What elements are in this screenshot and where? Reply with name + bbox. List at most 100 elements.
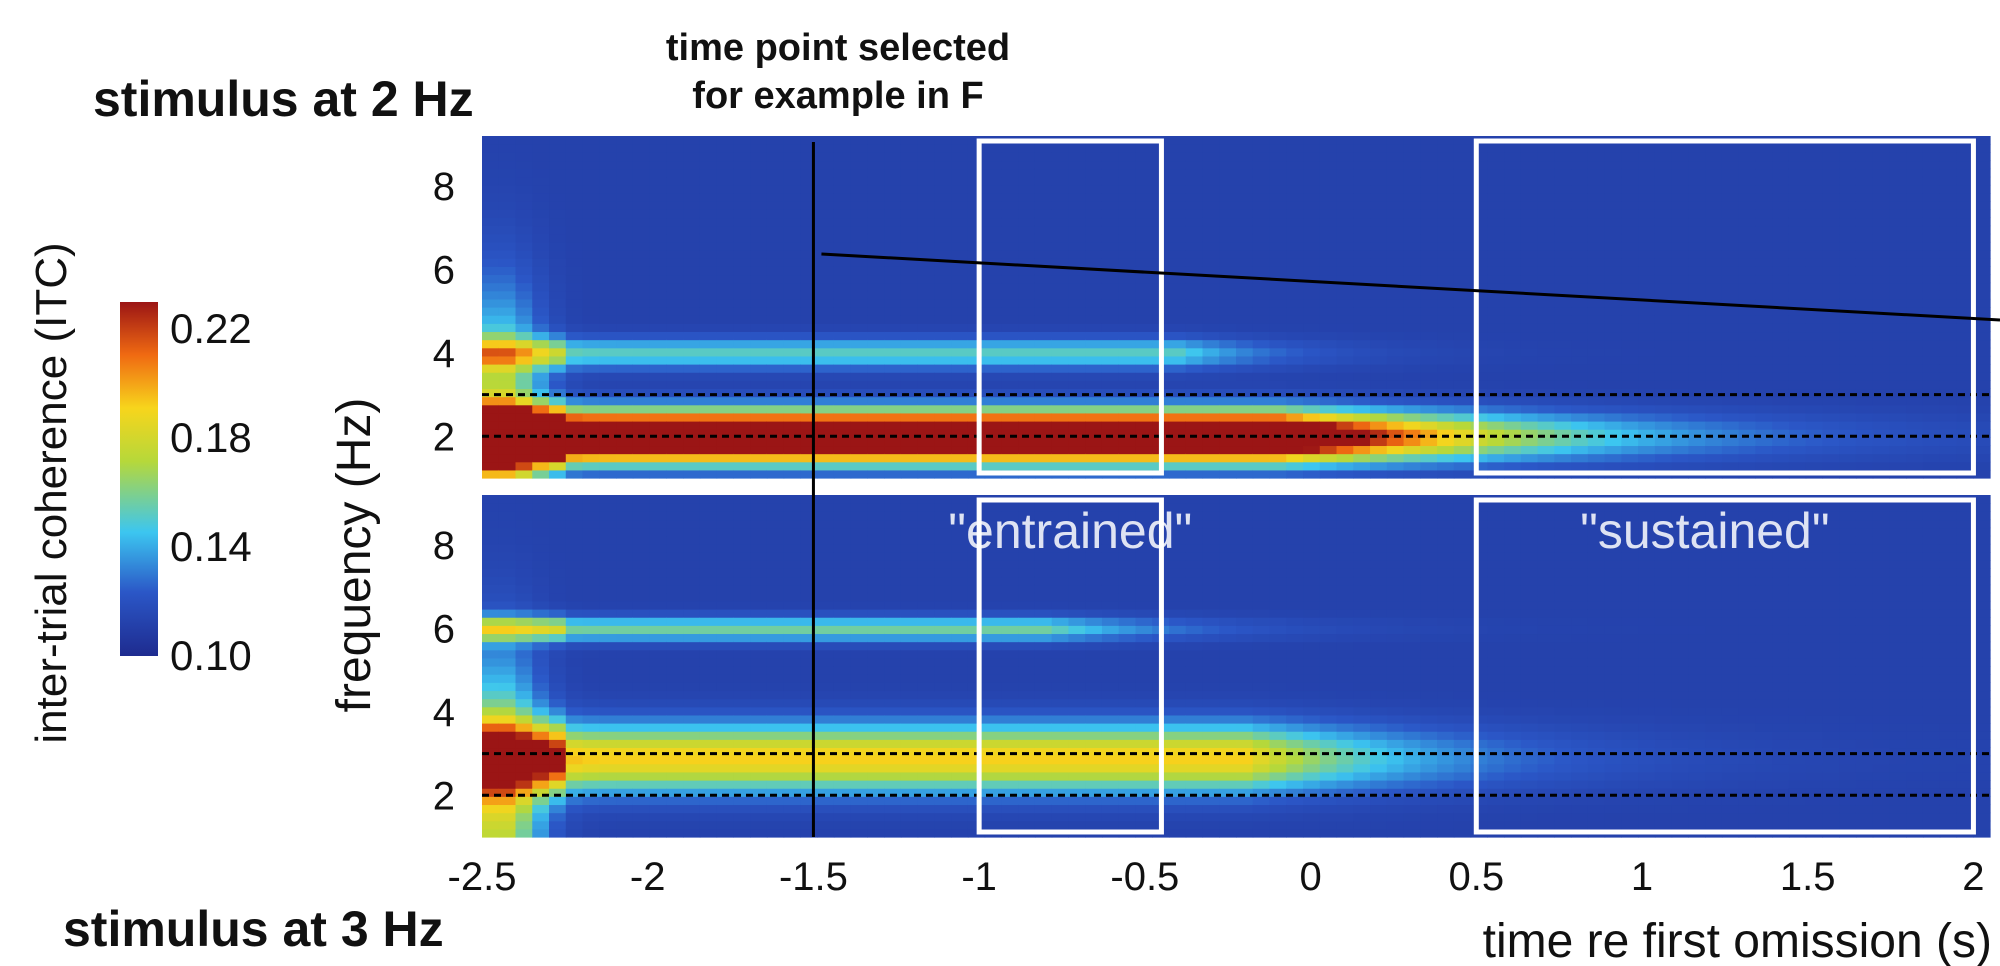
heatmap-cell — [934, 584, 952, 594]
colorbar — [120, 302, 158, 656]
heatmap-cell — [498, 796, 517, 806]
heatmap-cell — [666, 584, 684, 594]
heatmap-cell — [1420, 445, 1438, 455]
heatmap-cell — [582, 804, 600, 814]
heatmap-cell — [632, 747, 651, 757]
heatmap-cell — [1236, 282, 1254, 292]
heatmap-cell — [1336, 315, 1354, 324]
heatmap-cell — [1805, 274, 1824, 284]
heatmap-cell — [565, 503, 584, 512]
heatmap-cell — [1922, 209, 1941, 219]
heatmap-cell — [833, 641, 852, 651]
heatmap-cell — [1370, 274, 1388, 284]
heatmap-cell — [1571, 380, 1589, 390]
heatmap-cell — [951, 209, 969, 219]
heatmap-cell — [1202, 184, 1220, 194]
heatmap-cell — [1755, 209, 1773, 219]
heatmap-cell — [1336, 331, 1354, 341]
heatmap-cell — [1286, 469, 1304, 479]
heatmap-cell — [1303, 453, 1321, 463]
heatmap-cell — [616, 274, 634, 284]
heatmap-cell — [1001, 184, 1019, 194]
heatmap-cell — [1353, 437, 1371, 447]
heatmap-cell — [1788, 160, 1807, 170]
heatmap-cell — [766, 282, 785, 292]
heatmap-cell — [1252, 323, 1271, 333]
heatmap-cell — [1571, 209, 1589, 219]
heatmap-cell — [498, 217, 517, 227]
heatmap-cell — [1370, 331, 1388, 341]
heatmap-cell — [850, 315, 868, 324]
heatmap-cell — [1520, 209, 1539, 219]
heatmap-cell — [565, 168, 584, 178]
heatmap-cell — [1185, 429, 1204, 438]
heatmap-cell — [649, 429, 667, 438]
heatmap-cell — [917, 584, 935, 594]
heatmap-cell — [1135, 404, 1153, 414]
heatmap-cell — [833, 584, 852, 594]
heatmap-cell — [1705, 323, 1723, 333]
heatmap-cell — [1453, 233, 1472, 243]
heatmap-cell — [766, 209, 785, 219]
heatmap-cell — [716, 421, 734, 430]
heatmap-cell — [850, 193, 868, 202]
heatmap-cell — [1303, 421, 1321, 430]
heatmap-cell — [783, 445, 801, 455]
heatmap-cell — [515, 404, 533, 414]
heatmap-cell — [498, 241, 517, 251]
heatmap-cell — [1420, 160, 1438, 170]
heatmap-cell — [850, 274, 868, 284]
heatmap-cell — [1872, 201, 1891, 210]
heatmap-cell — [984, 347, 1003, 357]
heatmap-cell — [1286, 364, 1304, 373]
heatmap-cell — [1386, 445, 1405, 455]
heatmap-cell — [1252, 225, 1271, 235]
heatmap-cell — [716, 152, 734, 162]
heatmap-cell — [498, 633, 517, 643]
heatmap-cell — [1956, 250, 1974, 259]
heatmap-cell — [1236, 429, 1254, 438]
heatmap-cell — [616, 201, 634, 210]
heatmap-cell — [1788, 429, 1807, 438]
heatmap-cell — [549, 331, 567, 341]
heatmap-cell — [683, 657, 701, 667]
heatmap-cell — [532, 780, 550, 789]
heatmap-cell — [733, 437, 751, 447]
heatmap-cell — [1185, 225, 1204, 235]
heatmap-cell — [532, 323, 550, 333]
heatmap-cell — [1068, 258, 1086, 267]
heatmap-cell — [1403, 396, 1421, 406]
heatmap-cell — [850, 739, 868, 749]
heatmap-cell — [532, 592, 550, 602]
heatmap-cell — [1755, 160, 1773, 170]
heatmap-cell — [482, 323, 500, 333]
heatmap-cell — [1018, 168, 1036, 178]
heatmap-cell — [1403, 412, 1421, 422]
heatmap-cell — [1855, 144, 1874, 153]
heatmap-cell — [1370, 250, 1388, 259]
heatmap-cell — [1788, 274, 1807, 284]
heatmap-cell — [1504, 152, 1522, 162]
heatmap-cell — [1034, 184, 1053, 194]
heatmap-cell — [967, 184, 986, 194]
heatmap-cell — [1219, 184, 1237, 194]
heatmap-cell — [1018, 225, 1036, 235]
heatmap-cell — [1219, 201, 1237, 210]
heatmap-cell — [616, 584, 634, 594]
heatmap-cell — [1805, 396, 1824, 406]
heatmap-cell — [1269, 355, 1287, 365]
heatmap-cell — [649, 347, 667, 357]
heatmap-cell — [800, 225, 818, 235]
heatmap-cell — [1906, 445, 1924, 455]
heatmap-cell — [498, 584, 517, 594]
heatmap-cell — [716, 323, 734, 333]
heatmap-cell — [1353, 315, 1371, 324]
heatmap-cell — [632, 176, 651, 186]
heatmap-cell — [582, 592, 600, 602]
heatmap-cell — [984, 168, 1003, 178]
heatmap-cell — [900, 421, 919, 430]
heatmap-cell — [783, 339, 801, 349]
heatmap-cell — [1604, 258, 1622, 267]
heatmap-cell — [833, 290, 852, 300]
heatmap-cell — [1386, 160, 1405, 170]
